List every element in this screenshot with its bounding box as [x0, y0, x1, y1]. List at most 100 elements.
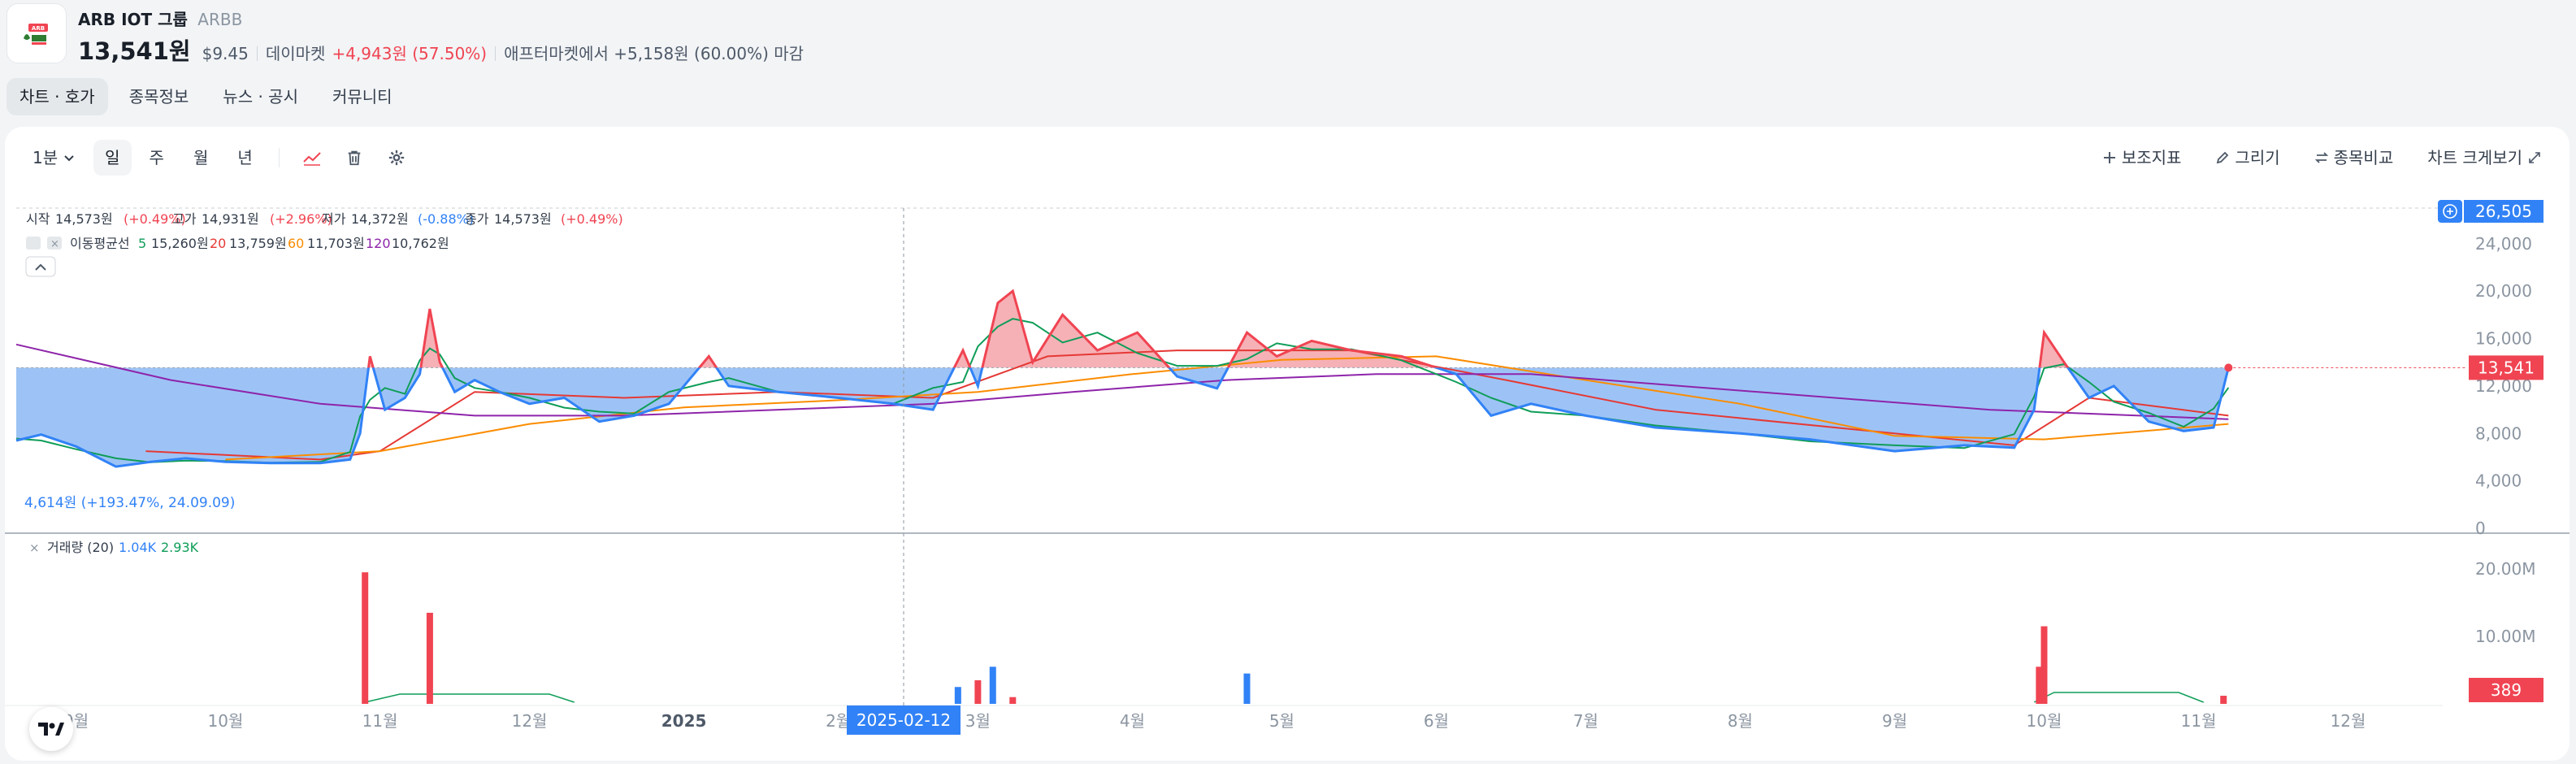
open-value: 14,573원 — [55, 211, 113, 227]
x-tick-label: 10월 — [2027, 711, 2062, 731]
period-week-button[interactable]: 주 — [149, 148, 164, 167]
x-tick-label: 11월 — [362, 711, 398, 731]
open-label: 시작 — [26, 211, 50, 227]
current-price-label: 13,541 — [2478, 358, 2535, 377]
chevron-up-icon — [35, 263, 46, 271]
current-price-badge: 13,541 — [2469, 355, 2543, 380]
divider — [495, 46, 497, 61]
gain-area — [368, 291, 2229, 368]
volume-bar — [362, 572, 369, 704]
crosshair-date-badge — [847, 705, 961, 735]
ma120-value: 10,762원 — [392, 236, 449, 251]
top-price-label: 26,505 — [2475, 202, 2532, 221]
tradingview-logo[interactable] — [29, 707, 73, 751]
chart-type-button[interactable] — [294, 140, 330, 176]
time-axis: 9월 10월 11월 12월 2025 2월 3월 4월 5월 6월 7월 8월 9월 10월 11월 12월 — [5, 705, 2443, 731]
x-tick-label: 12월 — [2331, 711, 2366, 731]
crosshair-date: 2025-02-12 — [856, 710, 951, 730]
moving-average-lines — [15, 318, 2230, 464]
chart-settings-button[interactable] — [379, 140, 414, 176]
period-day-button[interactable]: 일 — [93, 140, 132, 176]
svg-text:×: × — [50, 238, 59, 250]
volume-bar — [2220, 696, 2227, 704]
x-tick-label: 5월 — [1269, 711, 1295, 731]
compare-button[interactable]: 종목비교 — [2303, 140, 2405, 176]
expand-icon — [2529, 152, 2540, 163]
ma-legend: × 이동평균선 5 15,260원 20 13,759원 60 11,703원 … — [26, 236, 449, 251]
y-tick-label: 16,000 — [2475, 329, 2532, 349]
pencil-icon — [2217, 151, 2229, 164]
tab-community[interactable]: 커뮤니티 — [332, 87, 392, 106]
volume-bar — [426, 612, 433, 704]
current-price: 13,541원 — [78, 37, 191, 65]
ma20-value: 13,759원 — [229, 236, 287, 251]
plus-icon — [2103, 152, 2115, 163]
volume-bars — [362, 572, 2227, 704]
collapse-legend-button[interactable] — [25, 256, 56, 277]
x-tick-label: 10월 — [208, 711, 244, 731]
ma60-value: 11,703원 — [307, 236, 365, 251]
volume-label: 거래량 (20) — [47, 540, 114, 555]
expand-chart-button[interactable]: 차트 크게보기 — [2416, 140, 2553, 176]
stock-ticker: ARBB — [197, 10, 243, 29]
ma-line — [225, 355, 2229, 461]
chart-toolbar: 1분 일 주 월 년 보조지표 그리기 — [5, 127, 2569, 189]
y-tick-label: 4,000 — [2475, 471, 2522, 491]
volume-ma-line — [365, 693, 575, 703]
price-change: +4,943원 (57.50%) — [332, 44, 488, 63]
period-year-button[interactable]: 년 — [237, 148, 253, 167]
draw-button[interactable]: 그리기 — [2204, 140, 2291, 176]
market-label: 데이마켓 — [265, 44, 326, 63]
loss-area — [16, 367, 2229, 467]
arb-logo-icon: ARB — [24, 24, 48, 45]
stock-tabs: 차트 · 호가 종목정보 뉴스 · 공시 커뮤니티 — [7, 78, 405, 115]
low-value: 14,372원 — [351, 211, 409, 227]
line-chart-icon — [303, 152, 321, 166]
y-tick-label: 20,000 — [2475, 281, 2532, 301]
interval-dropdown[interactable]: 1분 — [21, 140, 87, 176]
ma5-value: 15,260원 — [151, 236, 209, 251]
swap-icon — [2314, 152, 2328, 163]
add-price-alert-button[interactable] — [2438, 200, 2462, 223]
x-tick-label: 7월 — [1573, 711, 1598, 731]
high-label: 고가 — [172, 211, 197, 227]
ma-line — [15, 318, 2230, 464]
volume-legend: × 거래량 (20) 1.04K 2.93K — [29, 540, 199, 555]
usd-price: $9.45 — [202, 44, 249, 63]
delete-drawing-button[interactable] — [336, 140, 372, 176]
draw-label: 그리기 — [2235, 148, 2280, 167]
x-tick-label: 3월 — [965, 711, 991, 731]
tab-chart[interactable]: 차트 · 호가 — [7, 78, 108, 115]
volume-ma-line — [2033, 692, 2204, 703]
volume-axis: 10.00M 20.00M — [2475, 559, 2536, 646]
tab-stock-info[interactable]: 종목정보 — [128, 87, 189, 106]
eye-icon[interactable] — [26, 237, 41, 250]
price-chart[interactable]: 0 4,000 8,000 12,000 16,000 20,000 24,000 10.0… — [5, 189, 2569, 761]
x-tick-label: 11월 — [2181, 711, 2217, 731]
close-value: 14,573원 — [494, 211, 552, 227]
y-tick-label: 8,000 — [2475, 423, 2522, 443]
period-month-button[interactable]: 월 — [193, 148, 209, 167]
volume-bar — [989, 666, 996, 704]
ma20-period: 20 — [210, 236, 226, 251]
tab-news[interactable]: 뉴스 · 공시 — [223, 87, 298, 106]
ohlc-legend: 시작 14,573원 (+0.49%) 고가 14,931원 (+2.96%) … — [26, 211, 623, 227]
expand-label: 차트 크게보기 — [2427, 148, 2522, 167]
stock-header: ARB ARB IOT 그룹 ARBB 13,541원 $9.45 데이마켓 +… — [7, 3, 1144, 65]
trash-icon — [348, 150, 361, 166]
divider — [256, 46, 258, 61]
price-area — [16, 291, 2467, 467]
indicator-button[interactable]: 보조지표 — [2091, 140, 2193, 176]
close-icon[interactable]: × — [29, 540, 40, 555]
close-icon[interactable] — [47, 237, 62, 250]
volume-bar — [974, 679, 982, 704]
open-pct: (+0.49%) — [124, 211, 186, 227]
low-label: 저가 — [322, 211, 346, 227]
high-pct: (+2.96%) — [270, 211, 332, 227]
ma5-period: 5 — [138, 236, 146, 251]
indicator-label: 보조지표 — [2121, 148, 2182, 167]
chevron-down-icon — [64, 155, 74, 162]
company-logo: ARB — [7, 3, 67, 63]
